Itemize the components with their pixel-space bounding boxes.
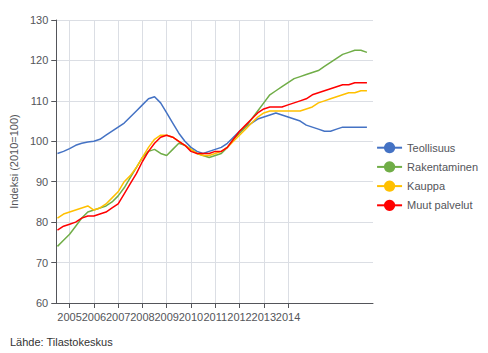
svg-text:60: 60 [36, 297, 48, 309]
svg-text:2005: 2005 [57, 311, 81, 323]
svg-text:2014: 2014 [276, 311, 300, 323]
svg-text:2006: 2006 [82, 311, 106, 323]
svg-text:Rakentaminen: Rakentaminen [407, 161, 478, 173]
svg-text:2013: 2013 [252, 311, 276, 323]
svg-text:Kauppa: Kauppa [407, 180, 446, 192]
svg-text:120: 120 [30, 54, 48, 66]
svg-text:2007: 2007 [106, 311, 130, 323]
svg-text:110: 110 [31, 95, 49, 107]
svg-text:Teollisuus: Teollisuus [407, 142, 456, 154]
svg-text:Muut palvelut: Muut palvelut [407, 199, 472, 211]
svg-text:100: 100 [30, 135, 48, 147]
svg-text:2011: 2011 [203, 311, 227, 323]
svg-text:2010: 2010 [179, 311, 203, 323]
svg-text:90: 90 [36, 176, 48, 188]
svg-text:130: 130 [30, 14, 48, 26]
svg-text:2009: 2009 [154, 311, 178, 323]
svg-text:2012: 2012 [227, 311, 251, 323]
svg-text:Lähde: Tilastokeskus: Lähde: Tilastokeskus [10, 336, 113, 348]
svg-text:70: 70 [36, 257, 48, 269]
svg-text:Indeksi (2010=100): Indeksi (2010=100) [8, 114, 20, 208]
svg-text:2008: 2008 [130, 311, 154, 323]
svg-text:80: 80 [36, 216, 48, 228]
